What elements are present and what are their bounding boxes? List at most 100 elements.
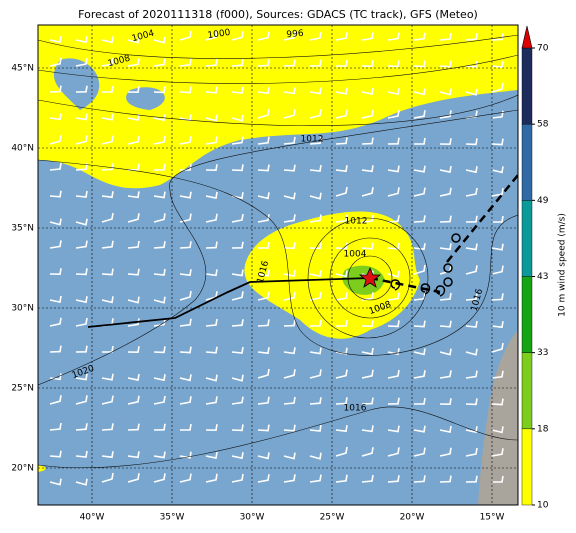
wind-barb <box>413 320 426 328</box>
wind-barb <box>387 292 400 301</box>
wind-barb <box>439 110 452 119</box>
wind-barb <box>439 425 452 433</box>
wind-barb <box>283 452 296 460</box>
wind-barb <box>153 451 166 459</box>
wind-barb <box>465 398 478 406</box>
isobar-label: 1000 <box>207 28 231 41</box>
wind-barb <box>361 137 374 145</box>
wind-barb <box>127 58 140 67</box>
wind-barb <box>179 396 192 405</box>
wind-barb <box>153 268 166 276</box>
x-tick-label: 35°W <box>160 513 185 523</box>
isobar-label: 1012 <box>301 135 324 145</box>
x-tick-label: 15°W <box>480 513 505 523</box>
wind-barb <box>101 163 114 171</box>
wind-barb <box>439 292 452 301</box>
colorbar-tick-label: 43 <box>537 272 548 282</box>
wind-barb <box>49 35 62 43</box>
wind-barb <box>49 57 62 67</box>
wind-barb <box>491 82 504 93</box>
wind-barb <box>257 136 270 145</box>
y-tick-label: 25°N <box>11 384 34 394</box>
wind-barb <box>127 373 140 381</box>
wind-barb <box>153 296 166 304</box>
wind-barb <box>153 58 166 67</box>
wind-barb <box>231 59 244 67</box>
storm-center <box>358 266 382 288</box>
wind-barb <box>491 265 504 275</box>
wind-barb <box>283 214 296 223</box>
wind-barb <box>309 369 322 379</box>
wind-barb <box>49 422 62 431</box>
wind-barb <box>75 85 88 93</box>
wind-barb <box>205 424 218 432</box>
wind-barb <box>205 318 218 327</box>
wind-barb <box>75 373 88 381</box>
wind-barb <box>231 452 244 460</box>
wind-barb <box>309 242 322 250</box>
wind-barb <box>283 347 296 355</box>
wind-barb <box>361 87 374 95</box>
wind-barb <box>231 291 244 301</box>
wind-barb <box>101 423 114 431</box>
wind-barb <box>361 60 374 68</box>
wind-barb <box>127 36 140 44</box>
wind-barb <box>387 242 400 250</box>
wind-barb <box>127 346 140 354</box>
wind-barb <box>439 88 452 96</box>
wind-barb <box>257 164 270 172</box>
wind-barb <box>491 321 504 329</box>
wind-barb <box>127 113 140 121</box>
wind-barb <box>257 319 270 327</box>
wind-barb <box>309 347 322 355</box>
wind-barb <box>387 397 400 405</box>
wind-barb <box>309 397 322 405</box>
wind-barb <box>491 110 504 119</box>
wind-barb <box>101 212 114 223</box>
wind-barb <box>205 451 218 459</box>
wind-barb <box>335 369 348 379</box>
wind-barb <box>101 191 114 199</box>
wind-barb <box>257 452 270 460</box>
wind-barb <box>387 475 400 483</box>
wind-barb <box>205 241 218 249</box>
wind-barb <box>283 136 296 145</box>
land <box>478 330 518 505</box>
colorbar-tick-label: 33 <box>537 348 548 358</box>
wind-barb <box>387 369 400 379</box>
wind-barb <box>75 423 88 431</box>
wind-barb <box>439 447 452 457</box>
wind-barb <box>153 346 166 354</box>
wind-barb <box>414 397 426 405</box>
wind-barb <box>153 191 166 199</box>
wind-barb <box>335 397 348 405</box>
wind-barb <box>179 318 192 327</box>
wind-barb <box>127 318 140 327</box>
y-tick-label: 35°N <box>11 224 34 234</box>
wind-barb <box>180 423 192 431</box>
wind-barb <box>257 214 270 223</box>
wind-barb <box>127 268 140 276</box>
wind-barb <box>439 138 452 146</box>
wind-barb <box>257 291 270 301</box>
wind-barb <box>231 192 244 200</box>
wind-barb <box>205 473 218 483</box>
wind-barb <box>335 425 348 433</box>
wind-barb <box>153 241 166 249</box>
colorbar-segment <box>521 200 533 277</box>
wind-barb <box>439 32 452 41</box>
wind-barb <box>491 61 504 69</box>
wind-barb <box>257 368 270 379</box>
wind-barb <box>465 60 478 68</box>
wind-barb <box>205 31 218 41</box>
wind-barb <box>127 473 140 483</box>
wind-barb <box>492 215 504 223</box>
wind-barb <box>491 370 504 379</box>
wind-barb <box>179 58 192 67</box>
wind-barb <box>49 218 62 226</box>
wind-barb <box>75 113 88 121</box>
wind-barb <box>309 319 322 327</box>
isobar-label: 1004 <box>344 250 367 260</box>
wind-barb <box>361 425 374 433</box>
